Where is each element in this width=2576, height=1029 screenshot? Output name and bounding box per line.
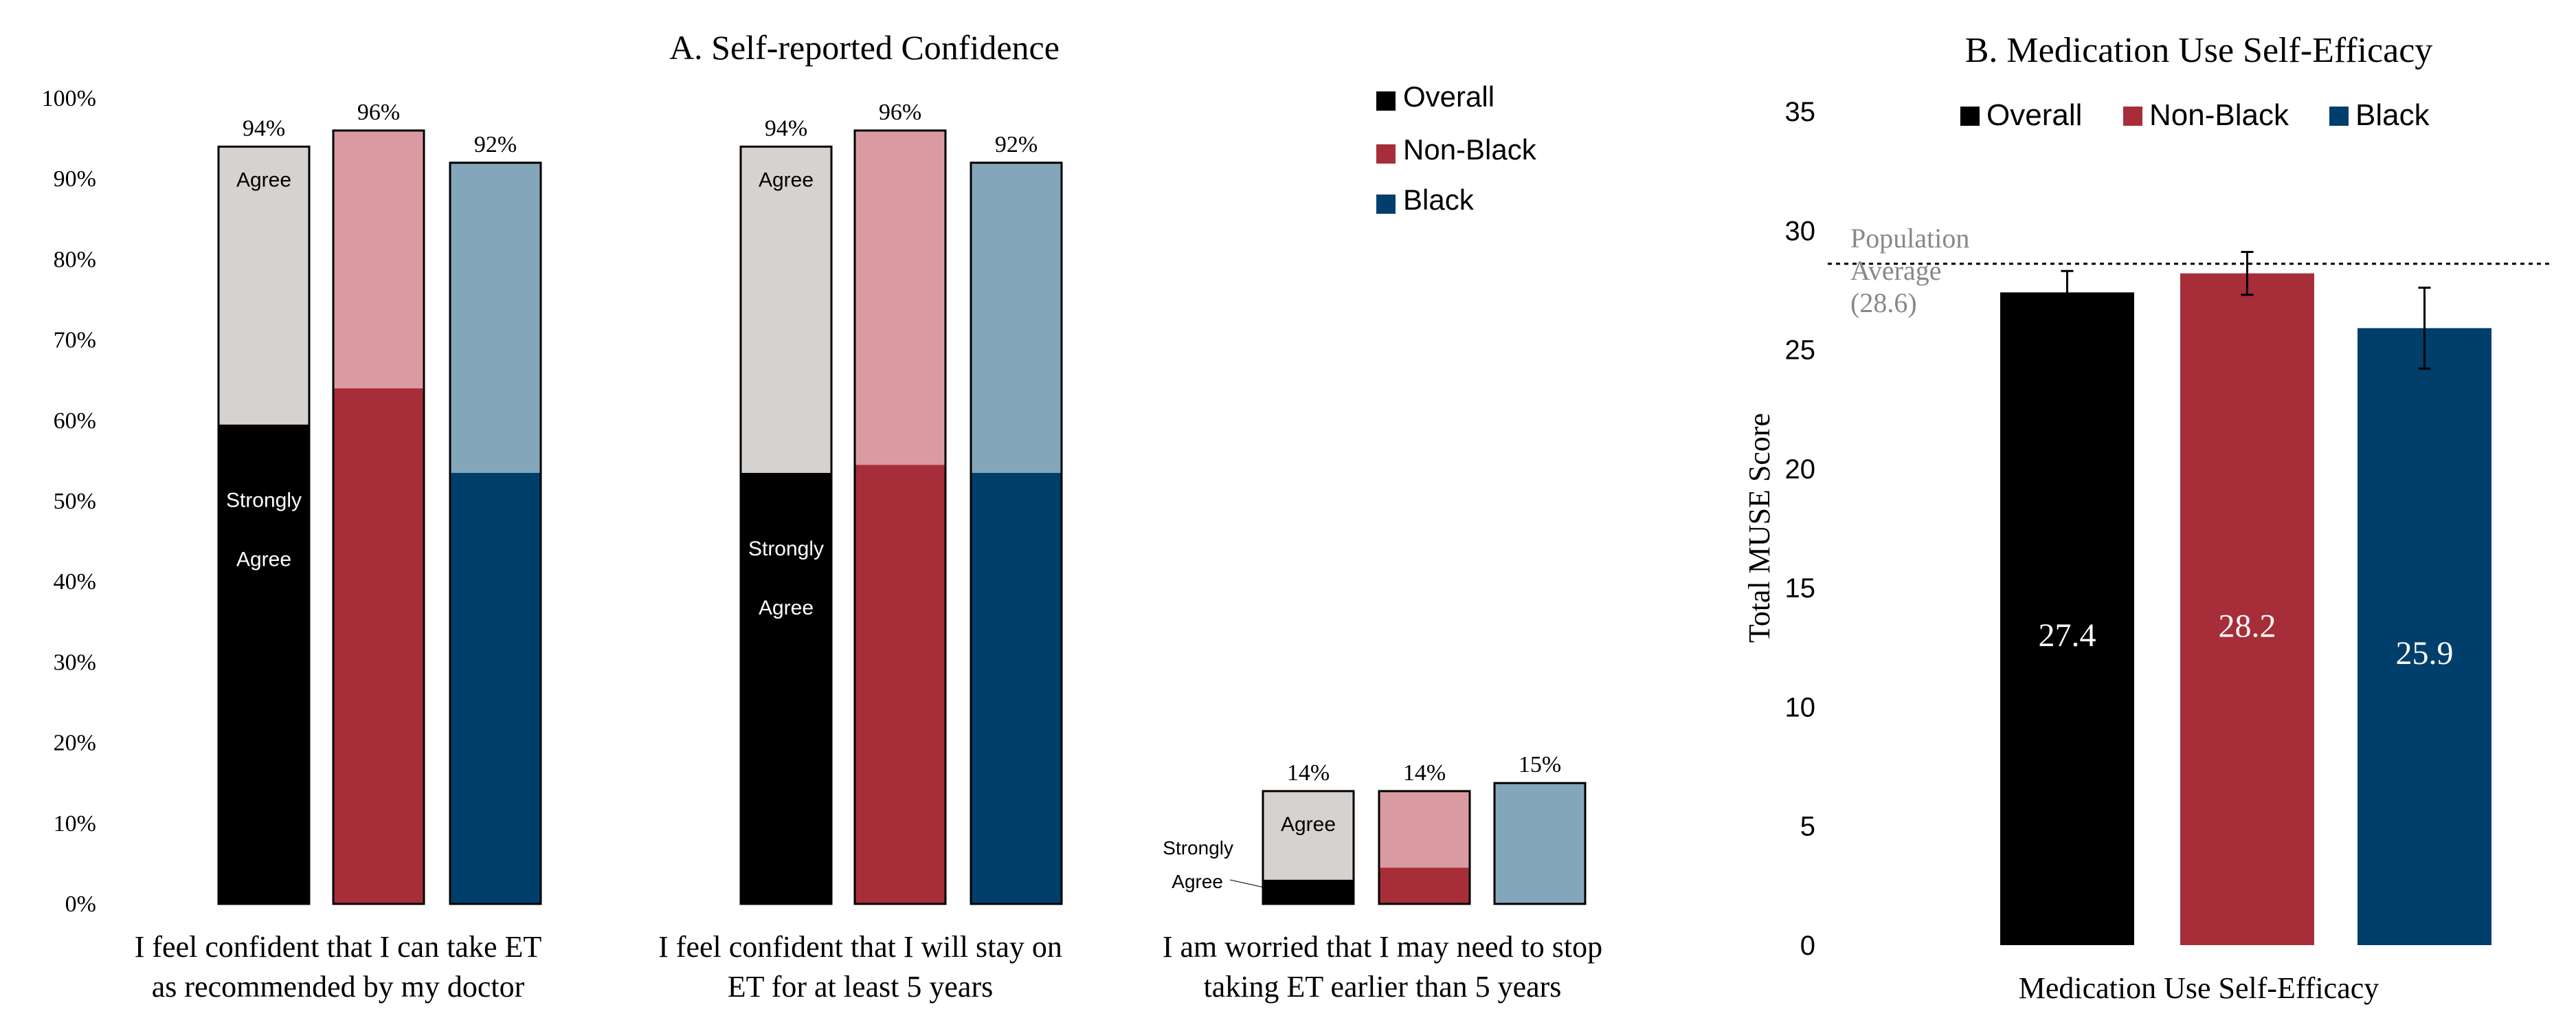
callout-strongly-label: Strongly — [1163, 837, 1233, 859]
bar-agree-segment — [971, 162, 1062, 473]
bar-agree-label: Agree — [1281, 813, 1336, 836]
panel-a-y-tick-label: 80% — [54, 247, 96, 272]
panel-a-category-label: as recommended by my doctor — [152, 970, 525, 1004]
bar-total-label: 96% — [357, 100, 400, 125]
bar-agree-segment — [219, 146, 309, 425]
panel-a-y-tick-label: 10% — [54, 811, 96, 837]
panel-b-y-tick-label: 15 — [1785, 573, 1816, 604]
panel-b-y-tick-label: 25 — [1785, 335, 1816, 366]
bar-strongly-agree-segment — [855, 465, 945, 904]
panel-a-y-tick-label: 20% — [54, 731, 96, 756]
bar-strongly-agree-segment — [1379, 867, 1470, 904]
legend-swatch — [1376, 195, 1396, 214]
bar-agree-segment — [741, 146, 831, 473]
panel-b-value-label: 28.2 — [2219, 608, 2276, 644]
legend-label: Overall — [1986, 98, 2082, 132]
panel-b-y-tick-label: 10 — [1785, 692, 1816, 722]
bar-outline — [1262, 790, 1355, 905]
bar-total-label: 92% — [474, 132, 517, 157]
bar-agree-label: Agree — [759, 168, 814, 191]
legend-swatch — [1376, 91, 1396, 111]
bar-outline — [217, 145, 311, 905]
bar-total-label: 94% — [765, 115, 807, 141]
bar-strongly-agree-segment — [333, 388, 424, 904]
panel-b-value-label: 25.9 — [2396, 635, 2454, 672]
panel-a-y-tick-label: 50% — [54, 489, 96, 514]
panel-b-x-axis-label: Medication Use Self-Efficacy — [2019, 971, 2379, 1005]
bar-agree-segment — [855, 130, 945, 465]
panel-a-y-tick-label: 90% — [54, 166, 96, 192]
bar-outline — [1493, 782, 1587, 905]
legend-label: Non-Black — [1403, 133, 1537, 166]
legend-swatch — [2329, 107, 2349, 126]
bar-total-label: 96% — [879, 100, 921, 125]
bar-outline — [1378, 790, 1471, 905]
panel-a-y-tick-label: 70% — [54, 328, 96, 353]
bar-strongly-agree-label: Strongly — [748, 538, 824, 560]
reference-line-label: Population — [1850, 223, 1969, 254]
bar-outline — [332, 129, 425, 905]
panel-a-title: A. Self-reported Confidence — [669, 28, 1060, 67]
legend-label: Non-Black — [2149, 98, 2289, 132]
panel-a-category-label: ET for at least 5 years — [728, 970, 993, 1004]
legend-swatch — [1960, 107, 1980, 126]
panel-b-value-label: 27.4 — [2039, 617, 2096, 654]
panel-a-category-label: taking ET earlier than 5 years — [1204, 970, 1562, 1004]
bar-strongly-agree-segment — [971, 472, 1062, 904]
panel-a-category-label: I feel confident that I will stay on — [658, 930, 1062, 964]
bar-strongly-agree-label: Agree — [759, 597, 814, 619]
callout-leader-line — [1229, 879, 1284, 892]
panel-a-category-label: I feel confident that I can take ET — [135, 930, 542, 964]
panel-b-y-tick-label: 30 — [1785, 216, 1816, 246]
panel-b-bar — [2357, 328, 2491, 945]
bar-agree-segment — [450, 162, 541, 473]
legend-swatch — [2123, 107, 2142, 126]
panel-b-y-tick-label: 35 — [1785, 97, 1816, 127]
panel-b-bar — [2180, 273, 2314, 945]
legend-swatch — [1376, 144, 1396, 164]
bar-agree-segment — [1379, 790, 1470, 868]
bar-total-label: 14% — [1287, 760, 1330, 786]
bar-outline — [970, 162, 1063, 905]
panel-b-y-tick-label: 5 — [1800, 812, 1815, 842]
panel-a-y-tick-label: 60% — [54, 408, 96, 434]
panel-b-y-tick-label: 0 — [1800, 931, 1815, 961]
bar-strongly-agree-segment — [219, 424, 309, 904]
panel-a-y-tick-label: 100% — [42, 86, 96, 111]
legend-label: Overall — [1403, 80, 1494, 113]
bar-total-label: 94% — [243, 115, 285, 141]
panel-a-y-tick-label: 30% — [54, 650, 96, 675]
bar-total-label: 14% — [1403, 760, 1446, 786]
bar-outline — [449, 162, 542, 905]
callout-agree-label: Agree — [1172, 871, 1223, 892]
panel-b-title: B. Medication Use Self-Efficacy — [1965, 31, 2433, 70]
bar-outline — [853, 129, 947, 905]
legend-label: Black — [1403, 184, 1475, 216]
bar-agree-segment — [1494, 783, 1585, 904]
bar-agree-segment — [333, 130, 424, 388]
bar-total-label: 15% — [1519, 752, 1561, 777]
bar-agree-label: Agree — [236, 168, 291, 191]
bar-outline — [739, 145, 833, 905]
bar-strongly-agree-label: Agree — [236, 549, 291, 571]
bar-strongly-agree-label: Strongly — [226, 489, 302, 512]
bar-total-label: 92% — [995, 132, 1038, 157]
panel-b-y-axis-label: Total MUSE Score — [1743, 413, 1776, 643]
panel-b-y-tick-label: 20 — [1785, 454, 1816, 485]
bar-strongly-agree-segment — [741, 472, 831, 904]
panel-a-y-tick-label: 40% — [54, 569, 96, 595]
bar-strongly-agree-segment — [1263, 879, 1354, 904]
reference-line-label: (28.6) — [1850, 287, 1917, 318]
panel-a-category-label: I am worried that I may need to stop — [1163, 930, 1602, 964]
bar-strongly-agree-segment — [450, 472, 541, 904]
bar-agree-segment — [1263, 790, 1354, 880]
panel-a-y-tick-label: 0% — [65, 892, 96, 917]
panel-b-bar — [2000, 292, 2134, 945]
legend-label: Black — [2355, 98, 2430, 132]
reference-line-label: Average — [1850, 255, 1942, 286]
